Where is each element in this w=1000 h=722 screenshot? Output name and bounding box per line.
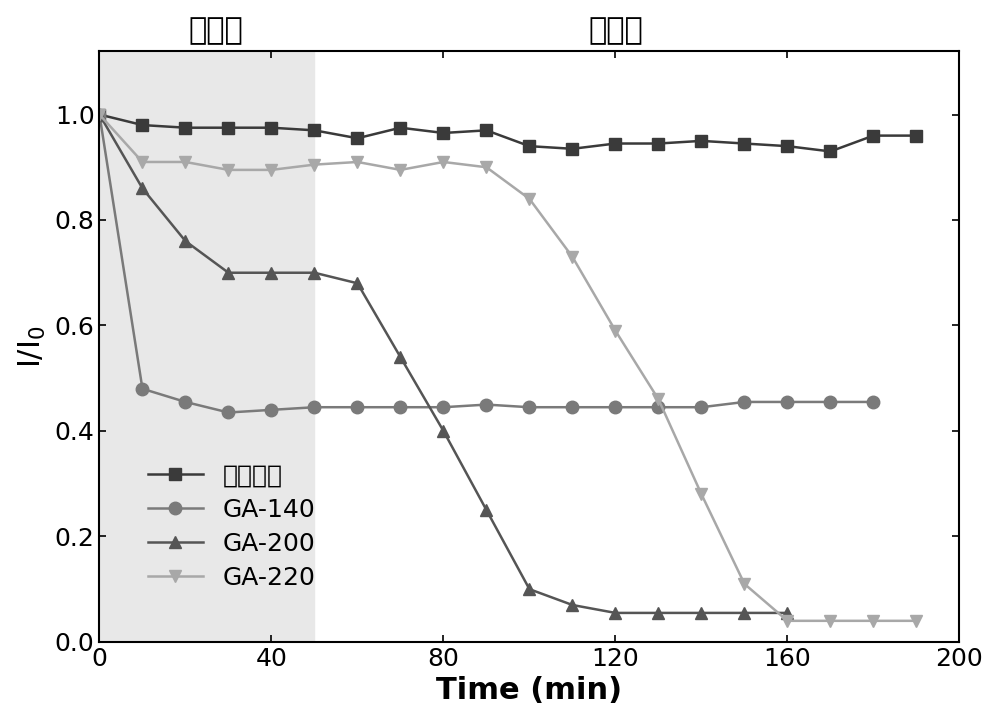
- GA-220: [394, 165, 406, 174]
- GA-220: [179, 157, 191, 166]
- GA-140: [265, 406, 277, 414]
- GA-200: [738, 609, 750, 617]
- GA-200: [566, 601, 578, 609]
- GA-140: [781, 398, 793, 406]
- GA-200: [695, 609, 707, 617]
- Line: GA-220: GA-220: [93, 108, 923, 627]
- 无如化废: [566, 144, 578, 153]
- Line: GA-140: GA-140: [93, 108, 880, 419]
- 无如化废: [695, 136, 707, 145]
- Line: GA-200: GA-200: [93, 108, 794, 619]
- GA-220: [867, 617, 879, 625]
- GA-200: [308, 269, 320, 277]
- GA-140: [222, 408, 234, 417]
- 无如化废: [781, 142, 793, 150]
- 无如化废: [136, 121, 148, 129]
- 无如化废: [523, 142, 535, 150]
- Text: 光反应: 光反应: [588, 17, 643, 45]
- GA-220: [437, 157, 449, 166]
- 无如化废: [867, 131, 879, 140]
- 无如化废: [609, 139, 621, 148]
- 无如化废: [308, 126, 320, 135]
- GA-200: [394, 353, 406, 362]
- 无如化废: [910, 131, 922, 140]
- GA-140: [351, 403, 363, 412]
- GA-220: [652, 395, 664, 404]
- 无如化废: [437, 129, 449, 137]
- GA-200: [265, 269, 277, 277]
- GA-220: [480, 163, 492, 172]
- 无如化废: [265, 123, 277, 132]
- GA-140: [695, 403, 707, 412]
- GA-200: [523, 585, 535, 593]
- GA-220: [265, 165, 277, 174]
- 无如化废: [394, 123, 406, 132]
- GA-200: [781, 609, 793, 617]
- GA-220: [695, 490, 707, 499]
- GA-220: [136, 157, 148, 166]
- 无如化废: [179, 123, 191, 132]
- GA-220: [351, 157, 363, 166]
- 无如化废: [93, 110, 105, 119]
- GA-140: [609, 403, 621, 412]
- GA-200: [609, 609, 621, 617]
- GA-200: [480, 505, 492, 514]
- GA-140: [480, 400, 492, 409]
- GA-140: [136, 384, 148, 393]
- GA-220: [566, 253, 578, 261]
- GA-200: [93, 110, 105, 119]
- 无如化废: [738, 139, 750, 148]
- GA-140: [738, 398, 750, 406]
- Y-axis label: I/I$_0$: I/I$_0$: [17, 325, 48, 368]
- GA-200: [222, 269, 234, 277]
- 无如化废: [351, 134, 363, 142]
- GA-220: [910, 617, 922, 625]
- 无如化废: [480, 126, 492, 135]
- GA-140: [179, 398, 191, 406]
- GA-140: [867, 398, 879, 406]
- GA-220: [523, 194, 535, 203]
- GA-220: [738, 580, 750, 588]
- GA-220: [308, 160, 320, 169]
- 无如化废: [824, 147, 836, 156]
- Text: 暗反应: 暗反应: [188, 17, 243, 45]
- Line: 无如化废: 无如化废: [93, 108, 923, 157]
- GA-140: [394, 403, 406, 412]
- GA-220: [609, 326, 621, 335]
- GA-140: [437, 403, 449, 412]
- GA-140: [308, 403, 320, 412]
- 无如化废: [652, 139, 664, 148]
- GA-220: [93, 110, 105, 119]
- GA-140: [93, 110, 105, 119]
- Legend: 无如化废, GA-140, GA-200, GA-220: 无如化废, GA-140, GA-200, GA-220: [138, 454, 326, 600]
- GA-200: [136, 184, 148, 193]
- GA-140: [523, 403, 535, 412]
- GA-200: [437, 427, 449, 435]
- GA-140: [652, 403, 664, 412]
- GA-140: [824, 398, 836, 406]
- 无如化废: [222, 123, 234, 132]
- Bar: [99, 51, 314, 642]
- GA-220: [824, 617, 836, 625]
- GA-200: [652, 609, 664, 617]
- GA-220: [781, 617, 793, 625]
- GA-200: [351, 279, 363, 287]
- X-axis label: Time (min): Time (min): [436, 677, 623, 705]
- GA-220: [222, 165, 234, 174]
- GA-140: [566, 403, 578, 412]
- GA-200: [179, 237, 191, 245]
